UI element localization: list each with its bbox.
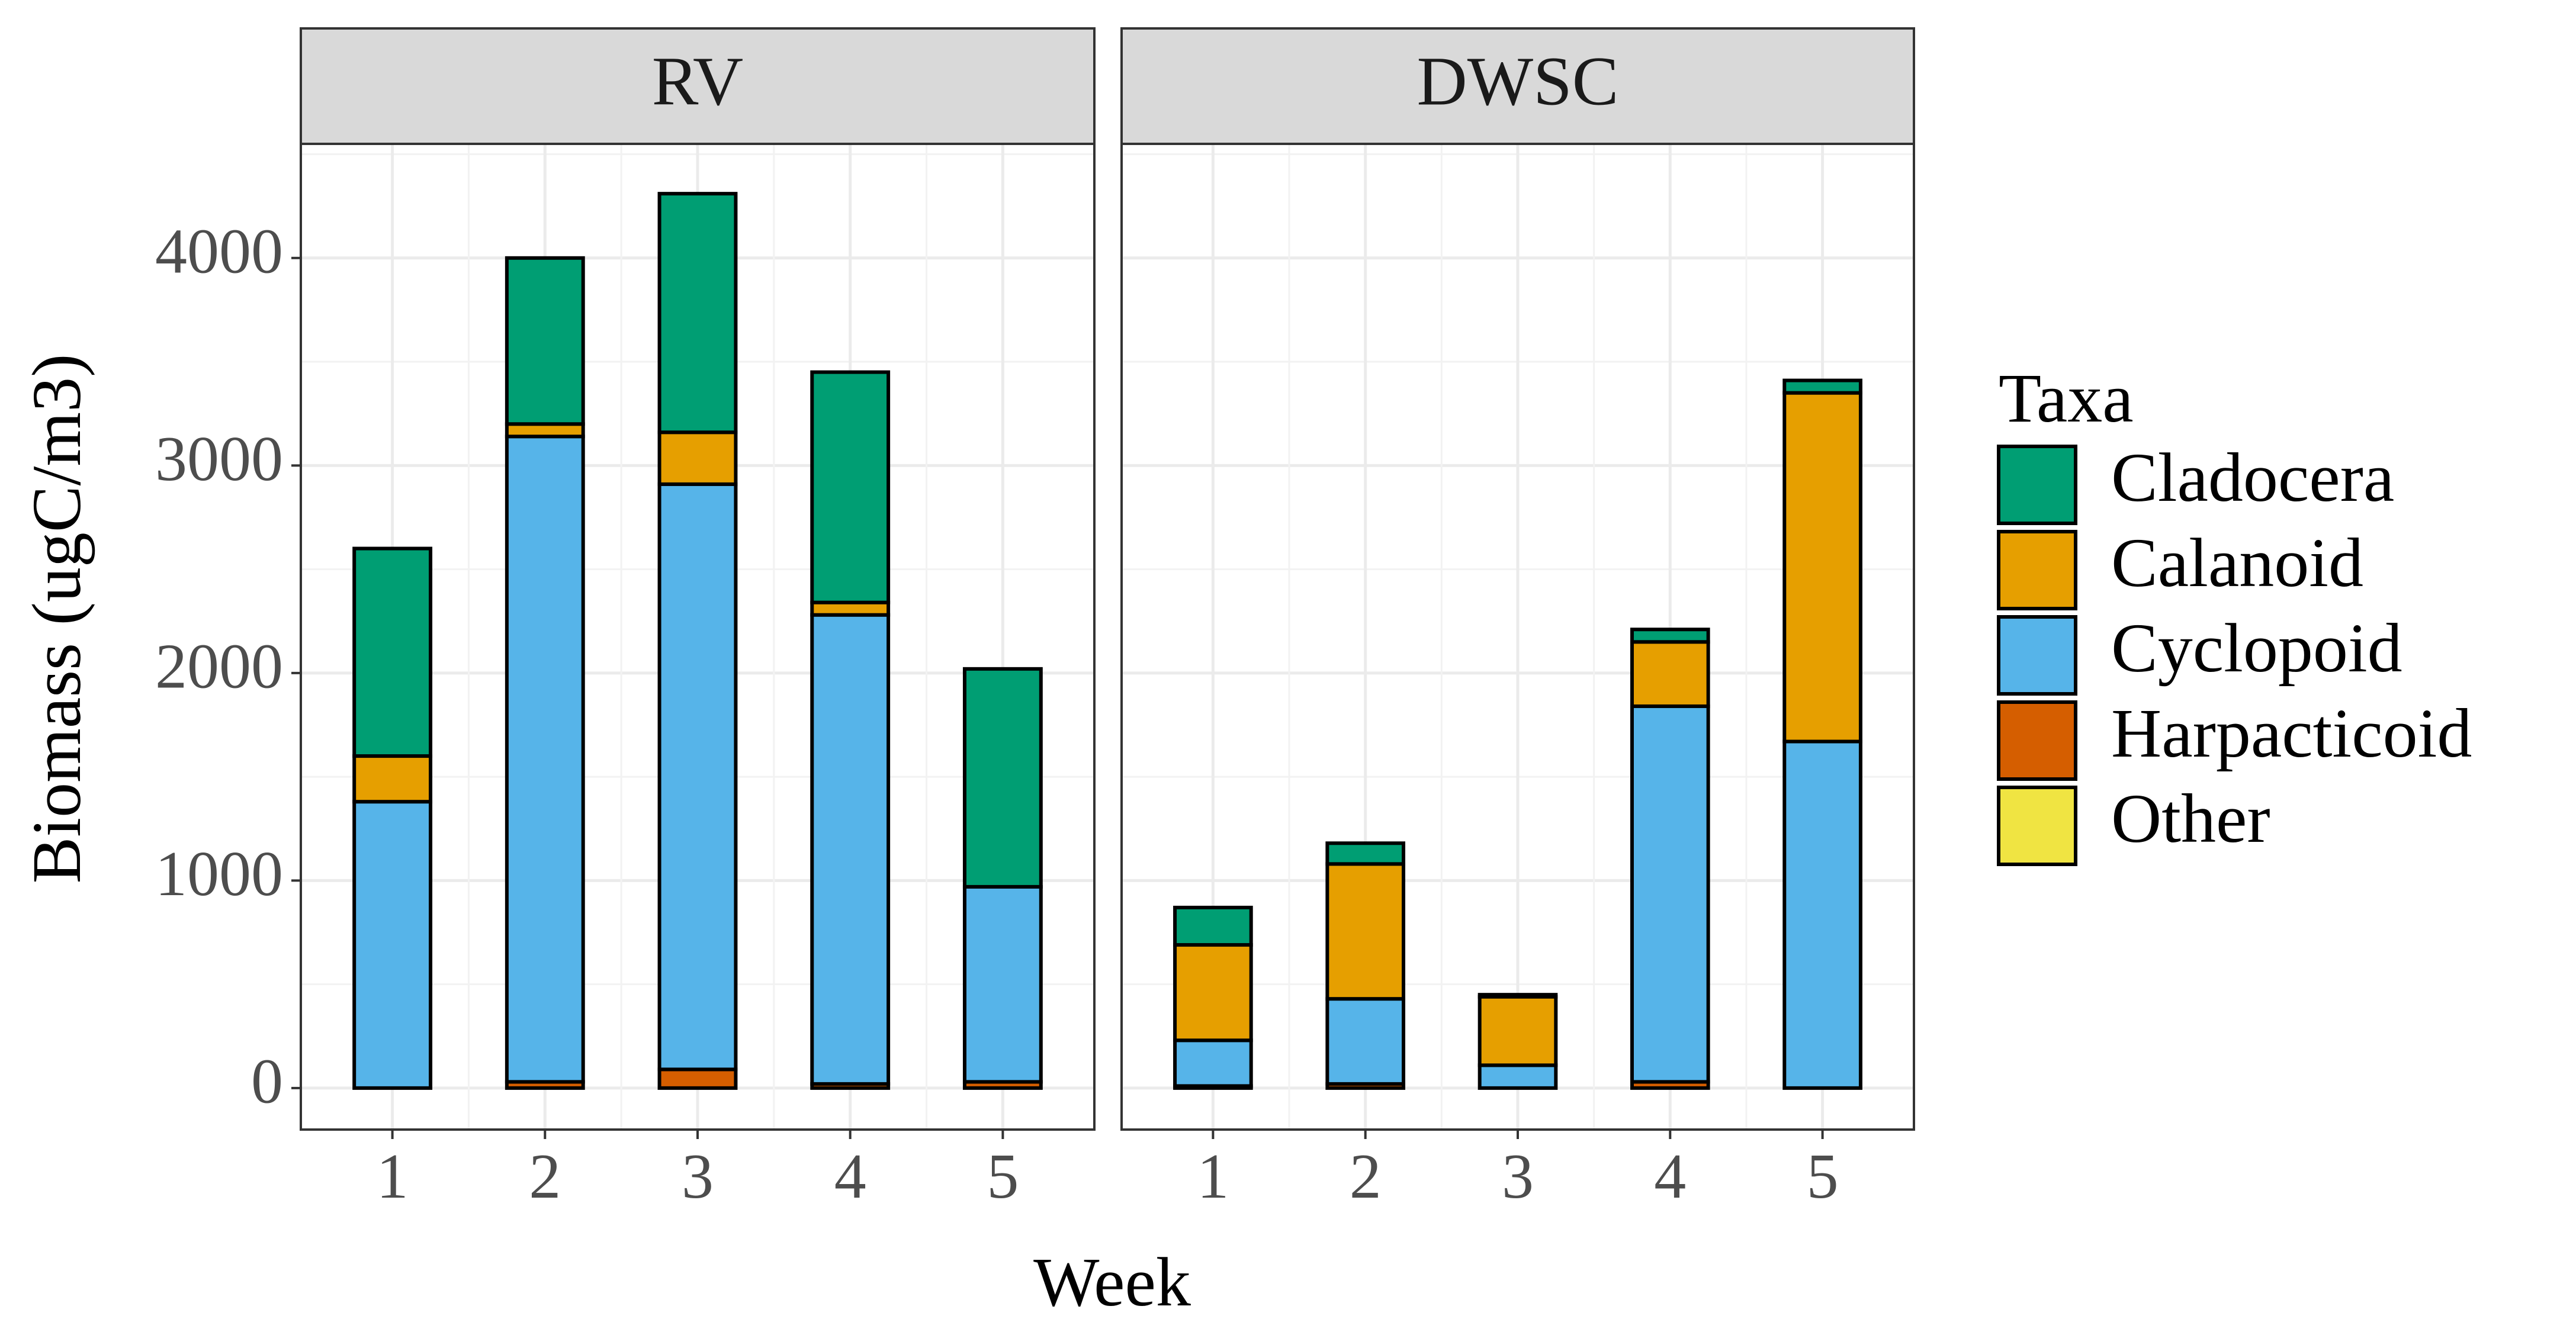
x-tick-label: 1 (377, 1141, 409, 1212)
y-tick-label: 1000 (155, 839, 283, 909)
x-axis-title: Week (1033, 1243, 1191, 1321)
legend-label-cyclopoid: Cyclopoid (2111, 609, 2402, 687)
x-tick-label: 5 (987, 1141, 1019, 1212)
bar-segment-cyclopoid-week-5 (1782, 739, 1862, 1090)
facet-title: DWSC (1417, 43, 1619, 120)
x-tick-label: 1 (1197, 1141, 1229, 1212)
bar-segment-cladocera-week-4 (1630, 628, 1710, 644)
bar-segment-calanoid-week-3 (1477, 995, 1558, 1067)
bar-segment-calanoid-week-5 (1782, 391, 1862, 744)
bar-segment-cyclopoid-week-1 (1173, 1038, 1253, 1088)
bar-segment-cyclopoid-week-3 (1477, 1063, 1558, 1090)
bar-segment-cladocera-week-2 (505, 256, 585, 426)
bar-segment-calanoid-week-2 (505, 422, 585, 439)
x-tick-label: 5 (1807, 1141, 1839, 1212)
bar-segment-cyclopoid-week-5 (962, 884, 1043, 1084)
bar-segment-cyclopoid-week-2 (1325, 997, 1406, 1086)
y-tick-label: 2000 (155, 632, 283, 702)
bar-segment-calanoid-week-1 (1173, 943, 1253, 1043)
bar-segment-cladocera-week-2 (1325, 841, 1406, 866)
bar-segment-cladocera-week-4 (810, 370, 891, 604)
bar-segment-calanoid-week-3 (657, 430, 738, 486)
bar-segment-cyclopoid-week-4 (1630, 704, 1710, 1084)
bar-segment-calanoid-week-4 (810, 600, 891, 617)
bar-segment-cyclopoid-week-2 (505, 435, 585, 1084)
bar-segment-cyclopoid-week-1 (352, 800, 433, 1090)
bar-segment-calanoid-week-1 (352, 754, 433, 804)
bar-segment-cladocera-week-5 (962, 667, 1043, 889)
legend-label-calanoid: Calanoid (2111, 524, 2363, 601)
facet-strip (300, 27, 1096, 145)
bar-segment-harpacticoid-week-3 (657, 1067, 738, 1090)
y-axis-title: Biomass (ugC/m3) (18, 354, 95, 884)
legend-title: Taxa (1999, 359, 2134, 437)
bars (352, 192, 1043, 1090)
facet-strip (1120, 27, 1915, 145)
legend-label-other: Other (2111, 780, 2270, 857)
bar-segment-cladocera-week-3 (657, 192, 738, 435)
y-tick-label: 3000 (155, 424, 283, 494)
legend-key-cladocera (1997, 445, 2077, 525)
bar-segment-cyclopoid-week-3 (657, 482, 738, 1072)
bar-segment-cyclopoid-week-4 (810, 613, 891, 1086)
bar-segment-cladocera-week-3 (1477, 993, 1558, 999)
bar-segment-calanoid-week-2 (1325, 862, 1406, 1001)
y-tick-label: 4000 (155, 217, 283, 287)
bars (1173, 378, 1862, 1090)
x-tick-label: 2 (1350, 1141, 1382, 1212)
y-tick-label: 0 (251, 1047, 283, 1117)
panel-dwsc: DWSC (1120, 27, 1915, 1131)
x-tick-label: 2 (529, 1141, 561, 1212)
facet-title: RV (652, 43, 743, 120)
legend-label-harpacticoid: Harpacticoid (2111, 694, 2472, 772)
x-tick-label: 3 (1502, 1141, 1534, 1212)
legend-key-harpacticoid (1997, 700, 2077, 781)
legend-key-cyclopoid (1997, 615, 2077, 696)
x-tick-label: 4 (1654, 1141, 1686, 1212)
bar-segment-cladocera-week-5 (1782, 378, 1862, 395)
bar-segment-cladocera-week-1 (1173, 905, 1253, 947)
legend-key-other (1997, 786, 2077, 866)
bar-segment-cladocera-week-1 (352, 546, 433, 758)
x-tick-label: 3 (682, 1141, 714, 1212)
x-tick-label: 4 (834, 1141, 866, 1212)
panel-rv: RV (300, 27, 1096, 1131)
bar-segment-calanoid-week-4 (1630, 640, 1710, 708)
legend-key-calanoid (1997, 530, 2077, 610)
legend-label-cladocera: Cladocera (2111, 439, 2394, 516)
